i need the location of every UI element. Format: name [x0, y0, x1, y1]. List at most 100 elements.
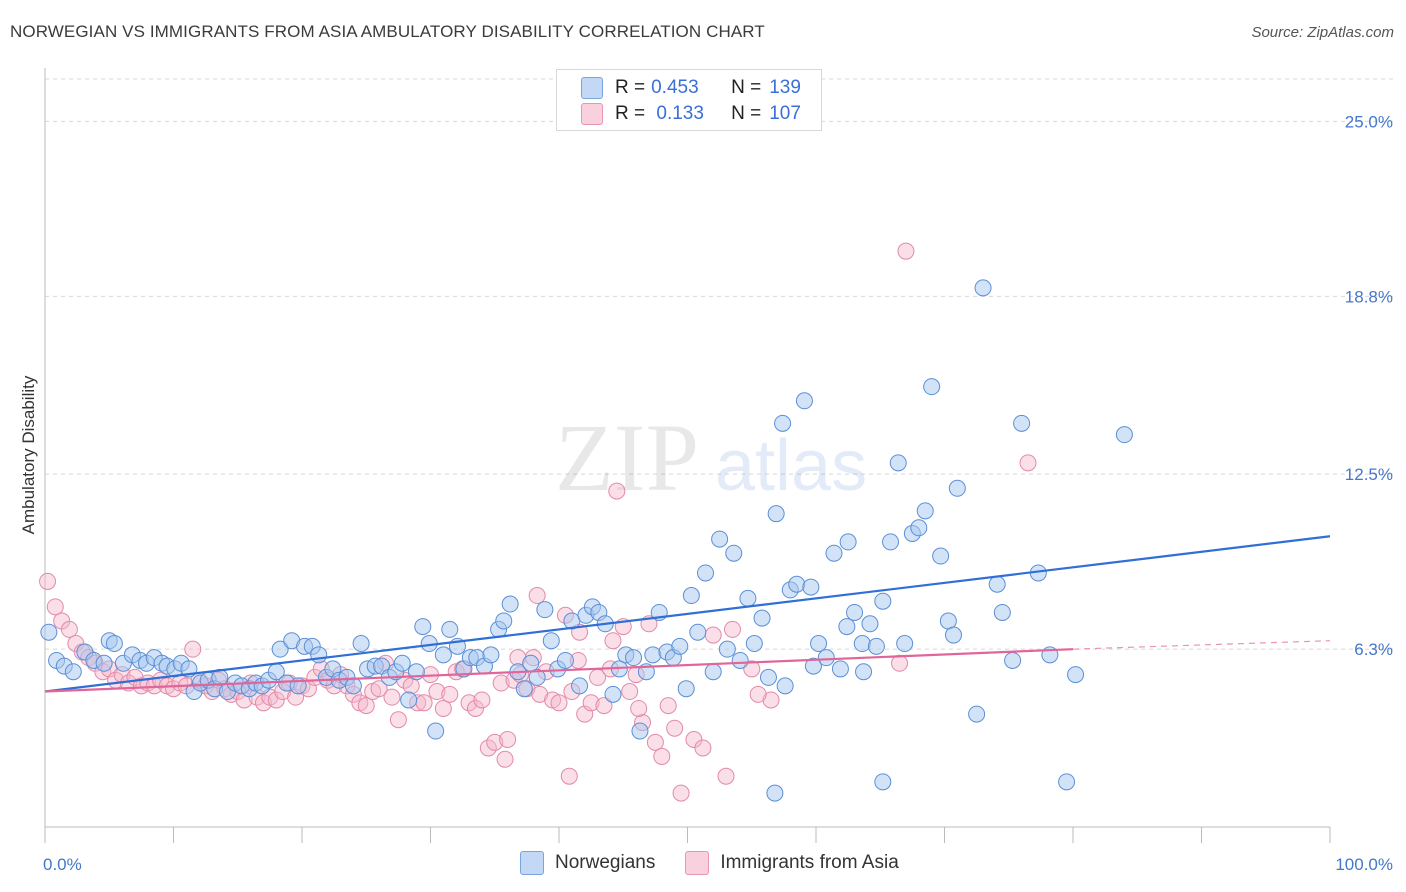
legend-swatch-blue: [581, 77, 603, 99]
norwegians-point: [855, 663, 873, 681]
legend-r-value: 0.133: [651, 103, 704, 124]
immigrants-trend-line: [44, 648, 1074, 693]
immigrants-point: [60, 620, 78, 638]
norwegians-point: [105, 635, 123, 653]
norwegians-point: [804, 657, 822, 675]
legend-r-label: R =: [615, 77, 646, 98]
immigrants-point: [653, 747, 671, 765]
immigrants-point: [486, 733, 504, 751]
norwegians-point: [1013, 414, 1031, 432]
legend-label-norwegians: Norwegians: [555, 852, 656, 873]
immigrants-point: [659, 697, 677, 715]
norwegians-point: [671, 637, 689, 655]
legend-item-immigrants: Immigrants from Asia: [685, 851, 899, 875]
norwegians-point: [40, 623, 58, 641]
immigrants-point: [492, 674, 510, 692]
source-credit: Source: ZipAtlas.com: [1251, 24, 1394, 41]
norwegians-point: [482, 646, 500, 664]
norwegians-point: [988, 575, 1006, 593]
series-legend: Norwegians Immigrants from Asia: [520, 851, 929, 875]
immigrants-point: [499, 730, 517, 748]
immigrants-point: [723, 620, 741, 638]
immigrants-point: [441, 685, 459, 703]
norwegians-point: [711, 530, 729, 548]
immigrants-point: [389, 711, 407, 729]
norwegians-point: [831, 660, 849, 678]
legend-swatch-immigrants: [685, 851, 710, 875]
immigrants-point: [357, 697, 375, 715]
norwegians-point: [718, 640, 736, 658]
norwegians-point: [825, 544, 843, 562]
legend-item-norwegians: Norwegians: [520, 851, 655, 875]
norwegians-point: [846, 603, 864, 621]
y-axis-label: Ambulatory Disability: [19, 375, 38, 534]
norwegians-point: [795, 392, 813, 410]
immigrants-point: [165, 680, 182, 698]
norwegians-point: [766, 784, 784, 802]
norwegians-point: [536, 601, 554, 619]
norwegians-points: [40, 279, 1133, 802]
norwegians-point: [1004, 651, 1022, 669]
norwegians-point: [704, 663, 722, 681]
norwegians-point: [948, 479, 966, 497]
norwegians-point: [788, 575, 806, 593]
trend-lines: [44, 535, 1331, 693]
norwegians-point: [556, 651, 574, 669]
immigrants-point: [267, 691, 285, 709]
immigrants-point: [466, 699, 484, 717]
norwegians-point: [759, 668, 777, 686]
norwegians-point: [968, 705, 986, 723]
norwegians-point: [838, 618, 856, 636]
norwegians-point: [882, 533, 900, 551]
correlation-legend: R = 0.453 N = 139 R = 0.133 N = 107: [556, 69, 822, 131]
immigrants-point: [630, 699, 648, 717]
immigrants-point: [694, 739, 712, 757]
immigrants-point: [717, 767, 735, 785]
norwegians-point: [677, 680, 695, 698]
legend-row-immigrants: R = 0.133 N = 107: [581, 101, 801, 127]
norwegians-point: [542, 632, 560, 650]
watermark-atlas: atlas: [715, 426, 867, 506]
legend-r-value: 0.453: [651, 77, 699, 98]
norwegians-point: [495, 612, 513, 630]
norwegians-point: [644, 646, 662, 664]
norwegians-point: [271, 640, 289, 658]
legend-row-norwegians: R = 0.453 N = 139: [581, 75, 801, 101]
norwegians-point: [874, 592, 892, 610]
x-tick-label-min: 0.0%: [43, 855, 82, 874]
immigrants-point: [428, 683, 446, 701]
norwegians-point: [352, 635, 370, 653]
immigrants-point: [672, 784, 690, 802]
norwegians-point: [810, 635, 828, 653]
norwegians-point: [625, 649, 643, 667]
norwegians-point: [434, 646, 452, 664]
norwegians-point: [802, 578, 820, 596]
immigrants-point: [415, 694, 433, 712]
immigrants-point: [621, 683, 639, 701]
immigrants-point: [528, 587, 546, 605]
chart-title: NORWEGIAN VS IMMIGRANTS FROM ASIA AMBULA…: [10, 22, 765, 41]
immigrants-point: [479, 739, 497, 757]
norwegians-point: [1058, 773, 1076, 791]
axes: [44, 68, 1331, 843]
immigrants-point: [39, 572, 57, 590]
immigrants-point: [749, 685, 767, 703]
immigrants-point: [531, 685, 549, 703]
norwegians-point: [767, 505, 785, 523]
watermark-zip: ZIP: [555, 404, 699, 511]
norwegians-point: [400, 691, 418, 709]
legend-swatch-norwegians: [520, 851, 544, 875]
y-tick-label: 6.3%: [1354, 640, 1393, 659]
norwegians-point: [753, 609, 771, 627]
norwegians-point: [839, 533, 857, 551]
norwegians-point: [571, 677, 589, 695]
norwegians-point: [427, 722, 445, 740]
gridlines: [45, 78, 1395, 650]
norwegians-point: [501, 595, 519, 613]
norwegians-point: [696, 564, 714, 582]
norwegians-point: [414, 618, 432, 636]
immigrants-point: [496, 750, 514, 768]
x-tick-label-max: 100.0%: [1335, 855, 1393, 874]
immigrants-point: [897, 242, 915, 260]
